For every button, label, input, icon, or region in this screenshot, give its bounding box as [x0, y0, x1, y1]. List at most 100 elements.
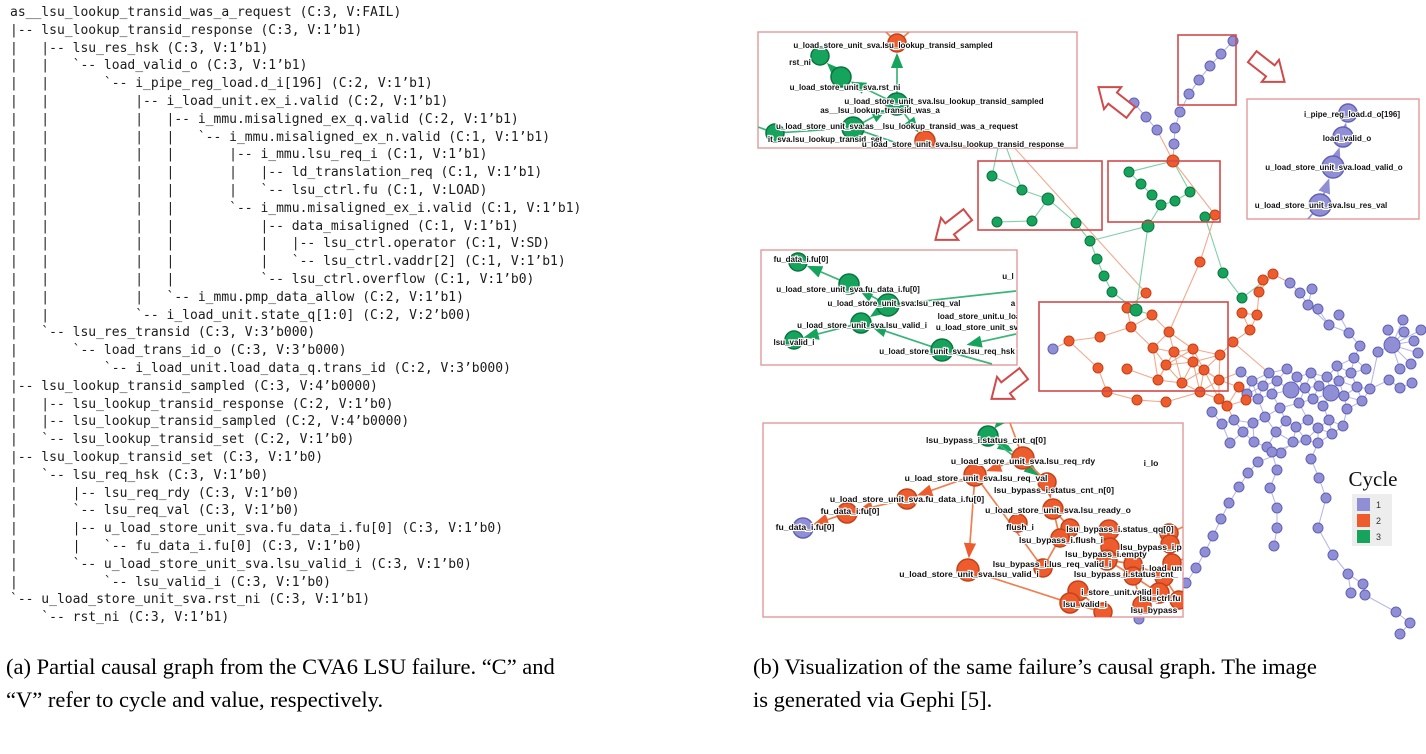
node-label: load_valid_o	[1323, 134, 1372, 143]
node-label: u_load_store_unit_sva.lsu_lookup_transid…	[862, 140, 1065, 149]
graph-node	[1320, 492, 1332, 504]
caption-a-line2: “V” refer to cycle and value, respective…	[6, 687, 384, 712]
graph-node	[1300, 434, 1312, 446]
graph-node	[1282, 381, 1300, 399]
graph-node	[1345, 587, 1357, 599]
inset-edge	[966, 333, 1017, 348]
graph-node	[1312, 422, 1324, 434]
graph-node	[1327, 549, 1339, 561]
node-label: u_load_store_unit_sva.lsu_lookup_transid…	[793, 41, 992, 50]
graph-node	[1160, 359, 1172, 371]
inset-node	[1123, 566, 1143, 586]
graph-node	[1236, 292, 1248, 304]
graph-node	[1227, 336, 1239, 348]
graph-node	[1131, 394, 1143, 406]
graph-node	[1223, 497, 1235, 509]
zoom-region-marker	[1107, 160, 1221, 223]
inset-edge	[863, 130, 914, 148]
graph-node	[1135, 178, 1147, 190]
zoom-region-marker	[977, 160, 1103, 231]
inset-edge	[1168, 584, 1175, 593]
legend: Cycle 1 2 3	[1349, 467, 1397, 546]
graph-node	[1264, 482, 1276, 494]
inset-edge	[1318, 178, 1331, 195]
graph-node	[1284, 277, 1296, 289]
graph-node	[991, 216, 1003, 228]
inset-edge	[850, 81, 888, 100]
graph-node	[1146, 189, 1158, 201]
node-label: load_store_unit.u_loa	[938, 312, 1021, 321]
inset-node	[788, 252, 808, 272]
graph-node	[1342, 568, 1354, 580]
graph-node	[1275, 447, 1287, 459]
inset-edge	[1054, 518, 1059, 530]
inset-node	[838, 273, 860, 295]
graph-edge	[1068, 340, 1099, 369]
graph-node	[1244, 324, 1256, 336]
graph-node	[1290, 421, 1302, 433]
graph-node	[1216, 418, 1228, 430]
graph-node	[1198, 364, 1210, 376]
inset-edge	[994, 423, 1009, 429]
node-label: it_sva.lsu_lookup_transid_set	[768, 135, 883, 144]
graph-node	[1357, 578, 1369, 590]
graph-node	[1152, 374, 1164, 386]
graph-node	[1213, 374, 1225, 386]
graph-node	[1313, 472, 1325, 484]
inset-node	[810, 46, 830, 66]
graph-node	[1204, 60, 1216, 72]
graph-node	[1147, 342, 1159, 354]
inset-edge	[887, 290, 1017, 306]
graph-edge	[1232, 341, 1270, 374]
inset-node	[830, 66, 852, 88]
graph-node	[1168, 138, 1180, 150]
causal-graph-text: as__lsu_lookup_transid_was_a_request (C:…	[10, 5, 582, 626]
inset-edge	[813, 513, 838, 526]
graph-node	[1302, 414, 1314, 426]
graph-node	[1394, 628, 1406, 640]
graph-node	[1338, 390, 1350, 402]
node-label: lsu_bypass_i.status_cnt_q[0]	[926, 435, 1046, 445]
inset-edge	[1134, 584, 1141, 597]
graph-node	[1176, 377, 1188, 389]
inset-node	[885, 92, 909, 116]
graph-node	[1305, 453, 1317, 465]
graph-node	[1168, 346, 1180, 358]
inset-node	[850, 312, 872, 334]
graph-node	[1242, 467, 1254, 479]
graph-node	[1321, 371, 1333, 383]
node-label: u_load_store_unit_sva.load_valid_o	[1265, 163, 1402, 172]
graph-edge	[1135, 225, 1149, 311]
inset-edge	[1115, 564, 1126, 573]
node-label: u_l	[1002, 272, 1014, 281]
node-label: i_load_un	[1142, 563, 1182, 573]
inset-edge	[1116, 560, 1125, 564]
graph-node	[1247, 417, 1259, 429]
graph-node	[986, 170, 998, 182]
inset-edge	[858, 289, 879, 302]
caption-b-line1: (b) Visualization of the same failure’s …	[753, 654, 1317, 679]
graph-node	[1237, 426, 1249, 438]
graph-edge	[991, 175, 1023, 191]
graph-node	[1155, 199, 1167, 211]
inset-node	[876, 293, 900, 317]
main-graph-nodes	[986, 35, 1426, 640]
zoom-arrow-icon	[1246, 49, 1286, 83]
inset-node	[1308, 193, 1332, 217]
graph-node	[1302, 299, 1314, 311]
graph-node	[1267, 268, 1279, 280]
node-label: u_load_store_unit_sva.fu_data_i.fu[0]	[830, 494, 984, 504]
zoom-region-marker	[1038, 301, 1229, 392]
graph-node	[1390, 606, 1402, 618]
graph-node	[1174, 106, 1186, 118]
graph-node	[1151, 124, 1163, 136]
graph-node	[1246, 375, 1258, 387]
graph-node	[1268, 540, 1280, 552]
zoom-arrow-icon	[1097, 86, 1137, 120]
graph-node	[1312, 303, 1324, 315]
graph-node	[1333, 375, 1345, 387]
graph-node	[1323, 414, 1335, 426]
graph-node	[1280, 415, 1292, 427]
node-label: fu_data_i.fu[0]	[821, 506, 880, 516]
